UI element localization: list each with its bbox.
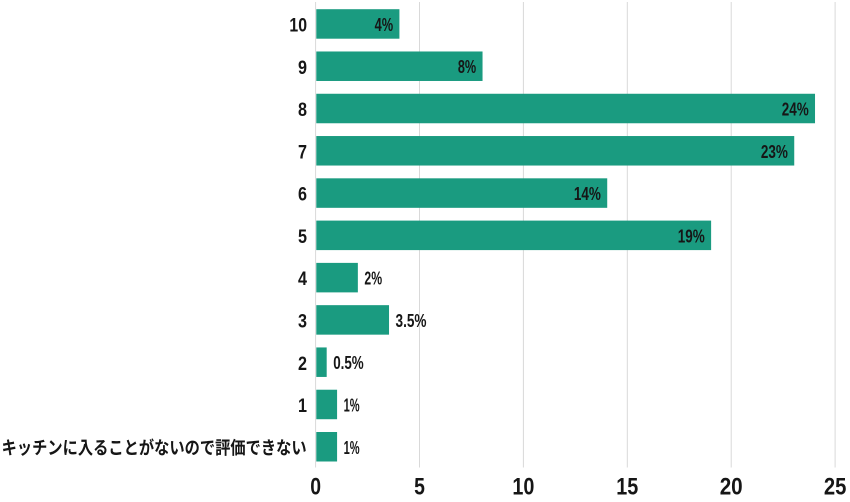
svg-text:20: 20 bbox=[720, 474, 743, 497]
svg-text:2%: 2% bbox=[364, 269, 382, 289]
svg-text:10: 10 bbox=[512, 474, 534, 497]
svg-text:25: 25 bbox=[824, 474, 847, 497]
svg-text:19%: 19% bbox=[678, 226, 705, 246]
svg-text:1: 1 bbox=[298, 396, 307, 417]
svg-text:0.5%: 0.5% bbox=[333, 353, 364, 373]
svg-text:1%: 1% bbox=[344, 395, 360, 415]
svg-text:0: 0 bbox=[310, 474, 321, 497]
svg-text:15: 15 bbox=[616, 474, 638, 497]
svg-text:14%: 14% bbox=[574, 184, 601, 204]
svg-text:1%: 1% bbox=[344, 438, 360, 458]
svg-text:4%: 4% bbox=[375, 15, 394, 35]
svg-text:10: 10 bbox=[289, 16, 307, 37]
svg-text:6: 6 bbox=[298, 185, 307, 206]
svg-text:7: 7 bbox=[298, 142, 307, 163]
svg-text:3: 3 bbox=[298, 312, 307, 333]
svg-text:24%: 24% bbox=[782, 100, 809, 120]
svg-text:8: 8 bbox=[298, 100, 307, 121]
svg-text:2: 2 bbox=[298, 354, 307, 375]
svg-text:9: 9 bbox=[298, 58, 307, 79]
svg-text:8%: 8% bbox=[458, 57, 476, 77]
svg-text:4: 4 bbox=[298, 269, 307, 290]
svg-text:5: 5 bbox=[298, 227, 307, 248]
svg-text:3.5%: 3.5% bbox=[396, 311, 427, 331]
svg-text:5: 5 bbox=[414, 474, 425, 497]
svg-text:23%: 23% bbox=[761, 142, 788, 162]
